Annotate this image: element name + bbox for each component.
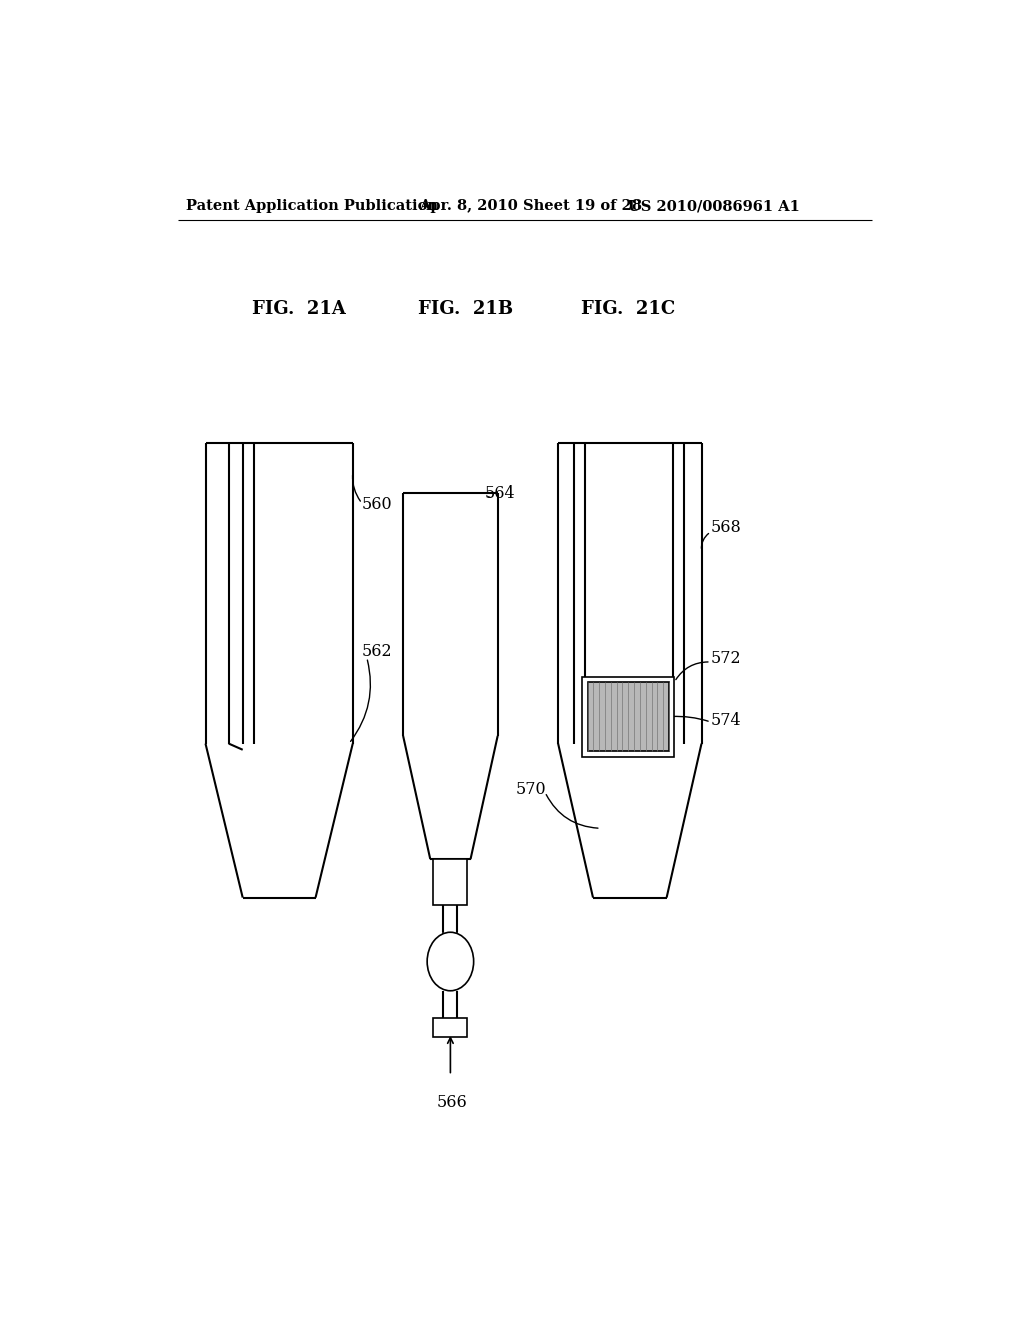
Bar (433, 859, 467, 906)
Text: 564: 564 (484, 484, 515, 502)
Text: FIG.  21A: FIG. 21A (252, 300, 345, 318)
Text: FIG.  21C: FIG. 21C (581, 300, 675, 318)
Text: Sheet 19 of 28: Sheet 19 of 28 (523, 199, 642, 213)
Text: 572: 572 (711, 651, 741, 668)
Bar (433, 1018, 467, 1038)
Text: 568: 568 (711, 520, 741, 536)
Text: 562: 562 (362, 643, 392, 660)
Text: 566: 566 (436, 1094, 467, 1111)
Bar (583, 677, 675, 756)
Text: FIG.  21B: FIG. 21B (418, 300, 513, 318)
Text: 574: 574 (711, 711, 741, 729)
Text: 570: 570 (516, 781, 547, 799)
Text: US 2010/0086961 A1: US 2010/0086961 A1 (628, 199, 800, 213)
Bar (588, 682, 669, 751)
Text: 560: 560 (362, 496, 392, 513)
Text: Apr. 8, 2010: Apr. 8, 2010 (419, 199, 517, 213)
Text: Patent Application Publication: Patent Application Publication (186, 199, 438, 213)
Ellipse shape (427, 932, 474, 991)
